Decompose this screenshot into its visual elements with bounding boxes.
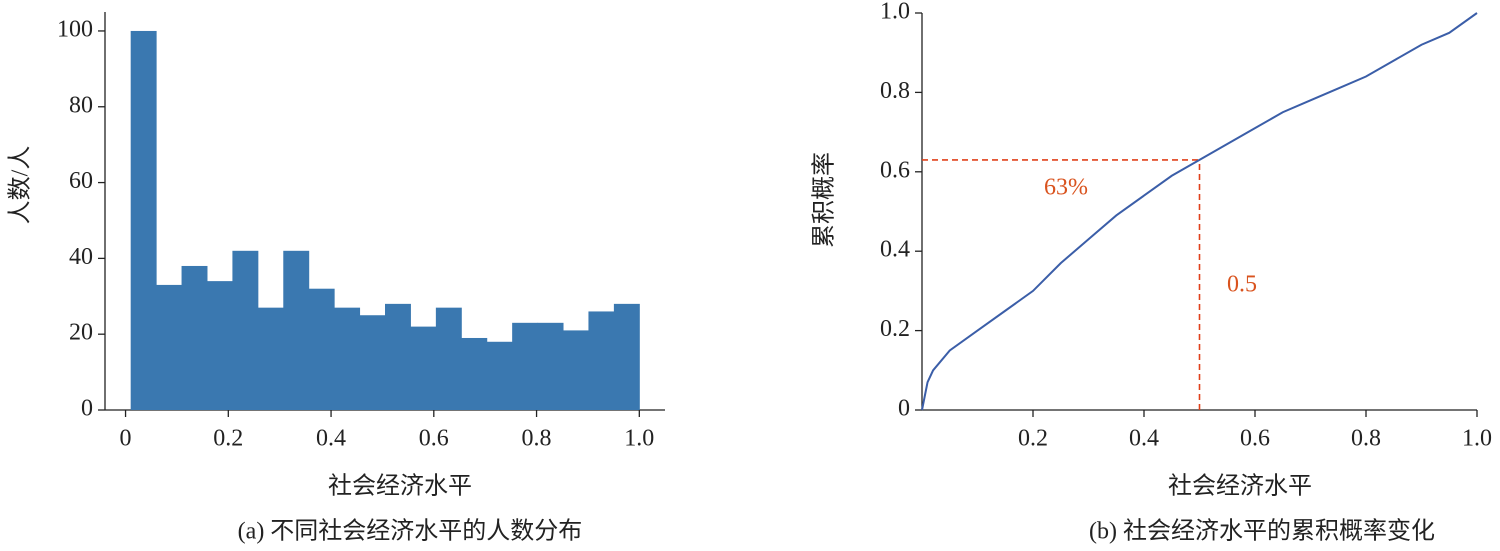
x-tick-label: 1.0 (1462, 426, 1492, 452)
x-tick-label: 0.6 (1240, 426, 1270, 452)
x-axis-label: 社会经济水平 (328, 473, 472, 500)
bar (512, 322, 539, 410)
y-tick-label: 0.8 (880, 78, 910, 104)
bar (257, 307, 284, 410)
y-tick-label: 0 (81, 396, 93, 422)
caption: (b) 社会经济水平的累积概率变化 (1089, 518, 1435, 545)
x-tick-label: 1.0 (624, 426, 654, 452)
bar (308, 288, 335, 410)
bar (206, 281, 233, 410)
caption: (a) 不同社会经济水平的人数分布 (238, 518, 583, 545)
bar (613, 303, 640, 410)
bar (435, 307, 462, 410)
y-tick-label: 60 (69, 168, 93, 194)
x-tick-label: 0.8 (1351, 426, 1381, 452)
x-tick-label: 0.6 (419, 426, 449, 452)
annotation: 0.5 (1227, 272, 1257, 298)
bar (334, 307, 361, 410)
y-tick-label: 80 (69, 92, 93, 118)
bar (181, 265, 208, 410)
y-tick-label: 0 (898, 396, 910, 422)
annotation: 63% (1044, 175, 1088, 201)
y-tick-label: 100 (57, 16, 93, 42)
bar (385, 303, 411, 410)
bar (537, 322, 564, 410)
y-tick-label: 0.2 (880, 316, 910, 342)
bar (130, 30, 157, 410)
x-tick-label: 0.2 (213, 426, 243, 452)
x-tick-label: 0.8 (522, 426, 552, 452)
bar (359, 315, 386, 410)
x-tick-label: 0.2 (1018, 426, 1048, 452)
bar (563, 330, 589, 410)
bar (486, 341, 513, 410)
bar (283, 250, 310, 410)
y-tick-label: 20 (69, 320, 93, 346)
y-tick-label: 1.0 (880, 0, 910, 25)
y-axis-label: 累积概率 (811, 152, 838, 248)
bar (156, 284, 183, 410)
y-axis-label: 人数/人 (7, 146, 34, 225)
bar (232, 250, 259, 410)
cdf-line (921, 12, 1478, 411)
x-tick-label: 0.4 (316, 426, 346, 452)
bar (461, 337, 488, 410)
bar (410, 326, 437, 410)
x-tick-label: 0.4 (1129, 426, 1159, 452)
bar (588, 311, 615, 410)
x-tick-label: 0 (120, 426, 132, 452)
x-axis-label: 社会经济水平 (1168, 473, 1312, 500)
y-tick-label: 0.4 (880, 237, 910, 263)
y-tick-label: 40 (69, 244, 93, 270)
y-tick-label: 0.6 (880, 157, 910, 183)
